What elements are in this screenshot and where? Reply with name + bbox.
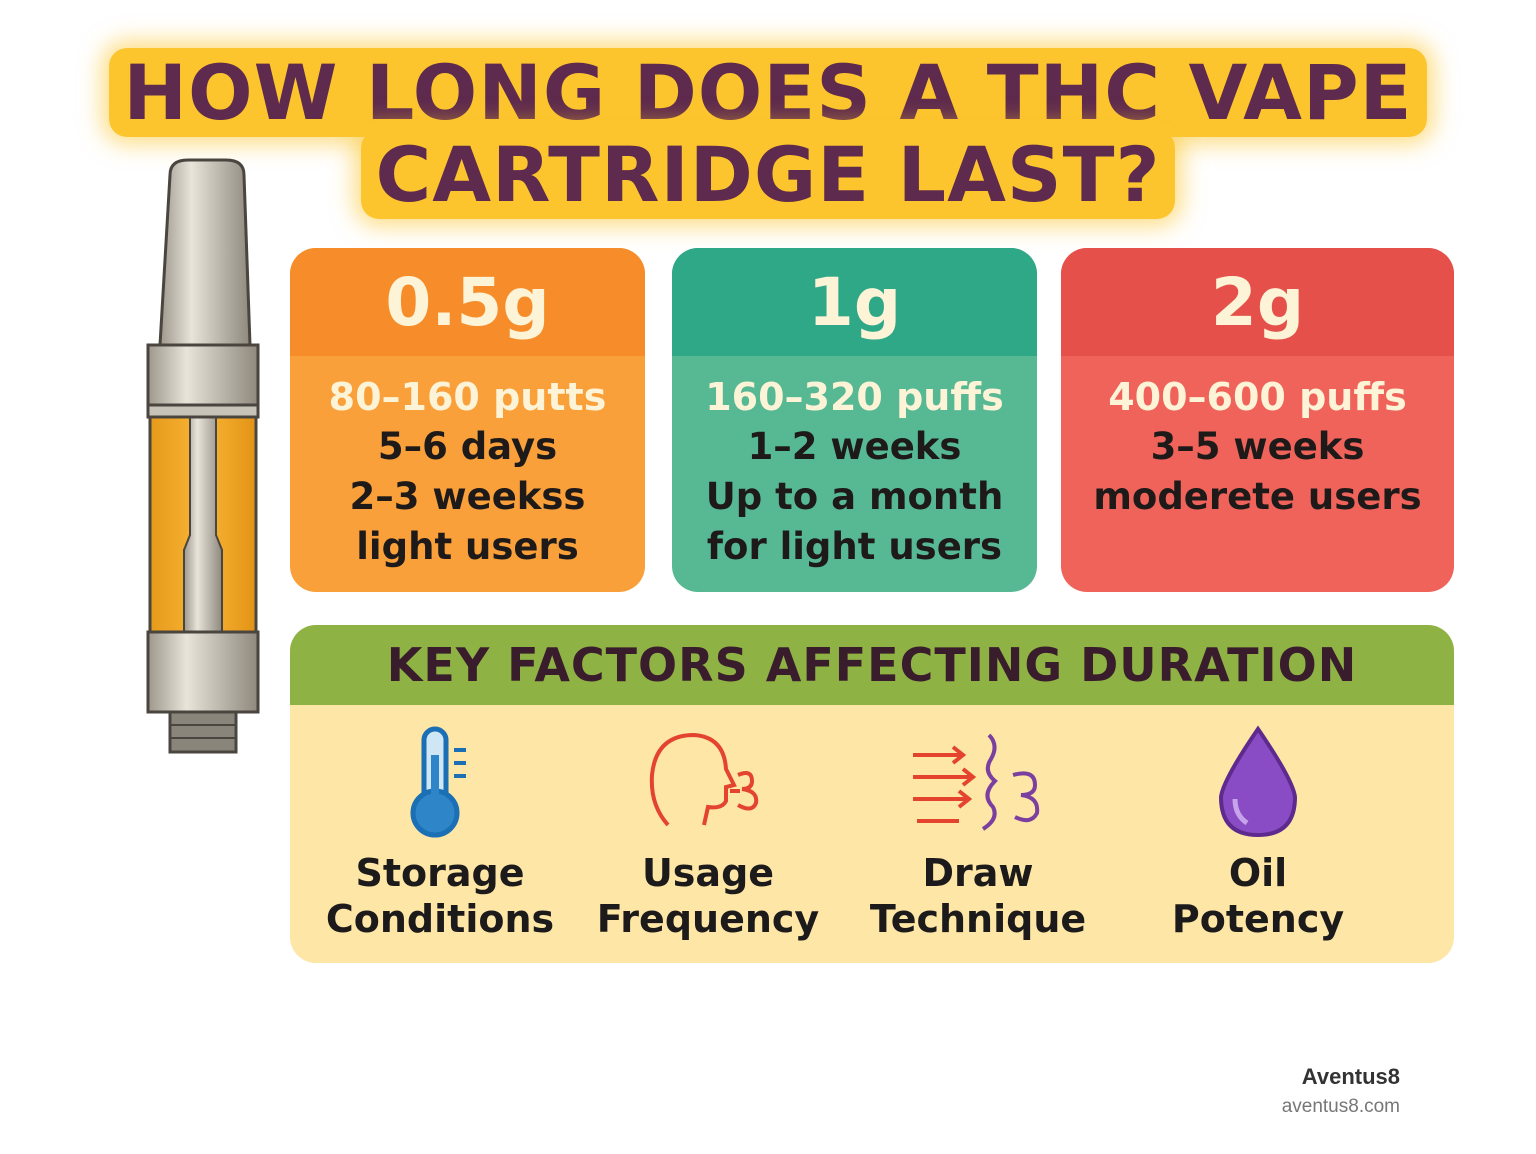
thermometer-icon — [410, 726, 466, 838]
card-puffs: 160–320 puffs — [705, 375, 1004, 419]
card-line: 5–6 days — [377, 425, 558, 468]
card-line: light users — [356, 525, 579, 568]
factor-potency: Oil Potency — [1118, 725, 1398, 942]
card-puffs: 80–160 putts — [328, 375, 607, 419]
head-breath-icon — [649, 732, 759, 827]
factor-draw: Draw Technique — [838, 725, 1118, 942]
title-line-2: CARTRIDGE LAST? — [0, 130, 1536, 220]
card-line: moderete users — [1093, 475, 1422, 518]
brand-footer: Aventus8 aventus8.com — [1282, 1064, 1400, 1118]
brand-name: Aventus8 — [1301, 1064, 1400, 1089]
card-2g: 2g 400–600 puffs 3–5 weeks moderete user… — [1061, 248, 1454, 592]
card-puffs: 400–600 puffs — [1108, 375, 1407, 419]
brand-url: aventus8.com — [1281, 1096, 1400, 1117]
card-line: 2–3 weekss — [349, 475, 586, 518]
card-line: 1–2 weeks — [747, 425, 962, 468]
card-size: 1g — [672, 248, 1037, 356]
card-line: for light users — [706, 525, 1003, 568]
airflow-icon — [913, 733, 1040, 831]
oil-drop-icon — [1218, 725, 1298, 838]
card-line: Up to a month — [705, 475, 1004, 518]
factor-usage: Usage Frequency — [568, 725, 848, 942]
card-0-5g: 0.5g 80–160 putts 5–6 days 2–3 weekss li… — [290, 248, 645, 592]
key-factors-panel: KEY FACTORS AFFECTING DURATION Storage C… — [290, 625, 1454, 963]
card-line: 3–5 weeks — [1150, 425, 1365, 468]
factor-storage: Storage Conditions — [300, 725, 580, 942]
card-size: 0.5g — [290, 248, 645, 356]
card-1g: 1g 160–320 puffs 1–2 weeks Up to a month… — [672, 248, 1037, 592]
title-line-1: HOW LONG DOES A THC VAPE — [0, 48, 1536, 138]
key-factors-heading: KEY FACTORS AFFECTING DURATION — [290, 625, 1454, 705]
card-size: 2g — [1061, 248, 1454, 356]
vape-cartridge-illustration — [146, 158, 260, 754]
